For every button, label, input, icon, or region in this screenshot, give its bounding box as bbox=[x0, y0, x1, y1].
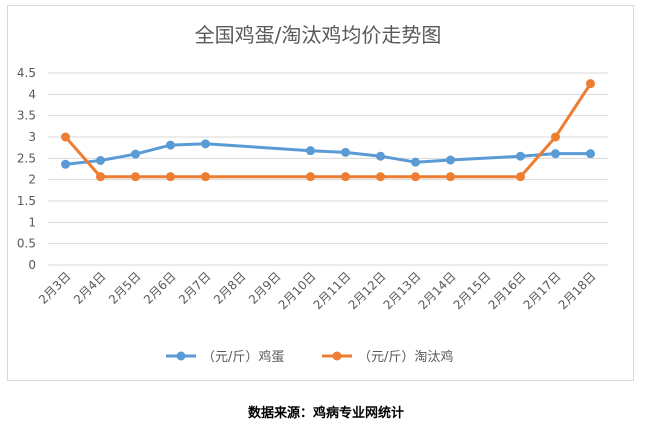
y-axis-ticks: 0 0.5 1 1.5 2 2.5 3 3.5 4 4.5 bbox=[17, 66, 36, 272]
data-point bbox=[411, 157, 420, 167]
grid-lines bbox=[48, 72, 608, 266]
data-point bbox=[306, 172, 315, 182]
series-layer bbox=[61, 79, 595, 182]
x-tick-label: 2月14日 bbox=[416, 269, 459, 312]
y-tick-label: 1.5 bbox=[17, 194, 36, 208]
legend-marker bbox=[176, 351, 186, 361]
data-point bbox=[516, 172, 525, 182]
y-tick-label: 2 bbox=[28, 173, 36, 187]
data-point bbox=[341, 147, 350, 157]
x-tick-label: 2月7日 bbox=[176, 269, 214, 307]
series-line bbox=[64, 142, 592, 166]
series-1 bbox=[61, 79, 595, 182]
data-point bbox=[446, 155, 455, 165]
data-point bbox=[131, 172, 140, 182]
y-tick-label: 4 bbox=[28, 87, 36, 101]
y-tick-label: 0.5 bbox=[17, 237, 36, 251]
data-point bbox=[586, 79, 595, 89]
legend-item: （元/斤）鸡蛋 bbox=[166, 349, 284, 365]
legend-label: （元/斤）淘汰鸡 bbox=[358, 349, 453, 365]
data-point bbox=[96, 155, 105, 165]
data-point bbox=[516, 151, 525, 161]
x-tick-label: 2月6日 bbox=[141, 269, 179, 307]
y-tick-label: 1 bbox=[28, 215, 36, 229]
legend-marker bbox=[332, 351, 342, 361]
y-tick-label: 4.5 bbox=[17, 66, 36, 80]
data-point bbox=[446, 172, 455, 182]
x-tick-label: 2月4日 bbox=[71, 269, 109, 307]
x-tick-label: 2月16日 bbox=[486, 269, 529, 312]
source-note: 数据来源：鸡病专业网统计 bbox=[247, 406, 404, 421]
data-point bbox=[411, 172, 420, 182]
x-tick-label: 2月13日 bbox=[381, 269, 424, 312]
data-point bbox=[96, 172, 105, 182]
data-point bbox=[551, 132, 560, 142]
data-point bbox=[166, 140, 175, 150]
legend-item: （元/斤）淘汰鸡 bbox=[322, 349, 453, 365]
legend: （元/斤）鸡蛋 （元/斤）淘汰鸡 bbox=[166, 349, 453, 365]
data-point bbox=[61, 132, 70, 142]
series-0 bbox=[61, 139, 595, 169]
data-point bbox=[201, 172, 210, 182]
data-point bbox=[551, 149, 560, 159]
x-tick-label: 2月5日 bbox=[106, 269, 144, 307]
x-tick-label: 2月11日 bbox=[311, 269, 354, 312]
data-point bbox=[376, 172, 385, 182]
x-tick-label: 2月3日 bbox=[36, 269, 74, 307]
data-point bbox=[586, 149, 595, 159]
x-tick-label: 2月12日 bbox=[346, 269, 389, 312]
x-tick-label: 2月10日 bbox=[276, 269, 319, 312]
data-point bbox=[306, 146, 315, 156]
chart-frame bbox=[7, 5, 634, 381]
y-tick-label: 3.5 bbox=[17, 109, 36, 123]
x-tick-label: 2月8日 bbox=[211, 269, 249, 307]
y-tick-label: 2.5 bbox=[17, 151, 36, 165]
data-point bbox=[341, 172, 350, 182]
data-point bbox=[376, 151, 385, 161]
y-tick-label: 0 bbox=[28, 258, 36, 272]
series-line bbox=[64, 82, 592, 179]
data-point bbox=[166, 172, 175, 182]
x-tick-label: 2月17日 bbox=[521, 269, 564, 312]
x-tick-label: 2月15日 bbox=[451, 269, 494, 312]
x-tick-label: 2月18日 bbox=[556, 269, 599, 312]
data-point bbox=[61, 159, 70, 169]
y-tick-label: 3 bbox=[28, 130, 36, 144]
data-point bbox=[201, 139, 210, 149]
data-point bbox=[131, 149, 140, 159]
chart-title: 全国鸡蛋/淘汰鸡均价走势图 bbox=[195, 23, 442, 47]
x-axis-ticks: 2月3日2月4日2月5日2月6日2月7日2月8日2月9日2月10日2月11日2月… bbox=[36, 269, 599, 312]
legend-label: （元/斤）鸡蛋 bbox=[202, 349, 284, 365]
